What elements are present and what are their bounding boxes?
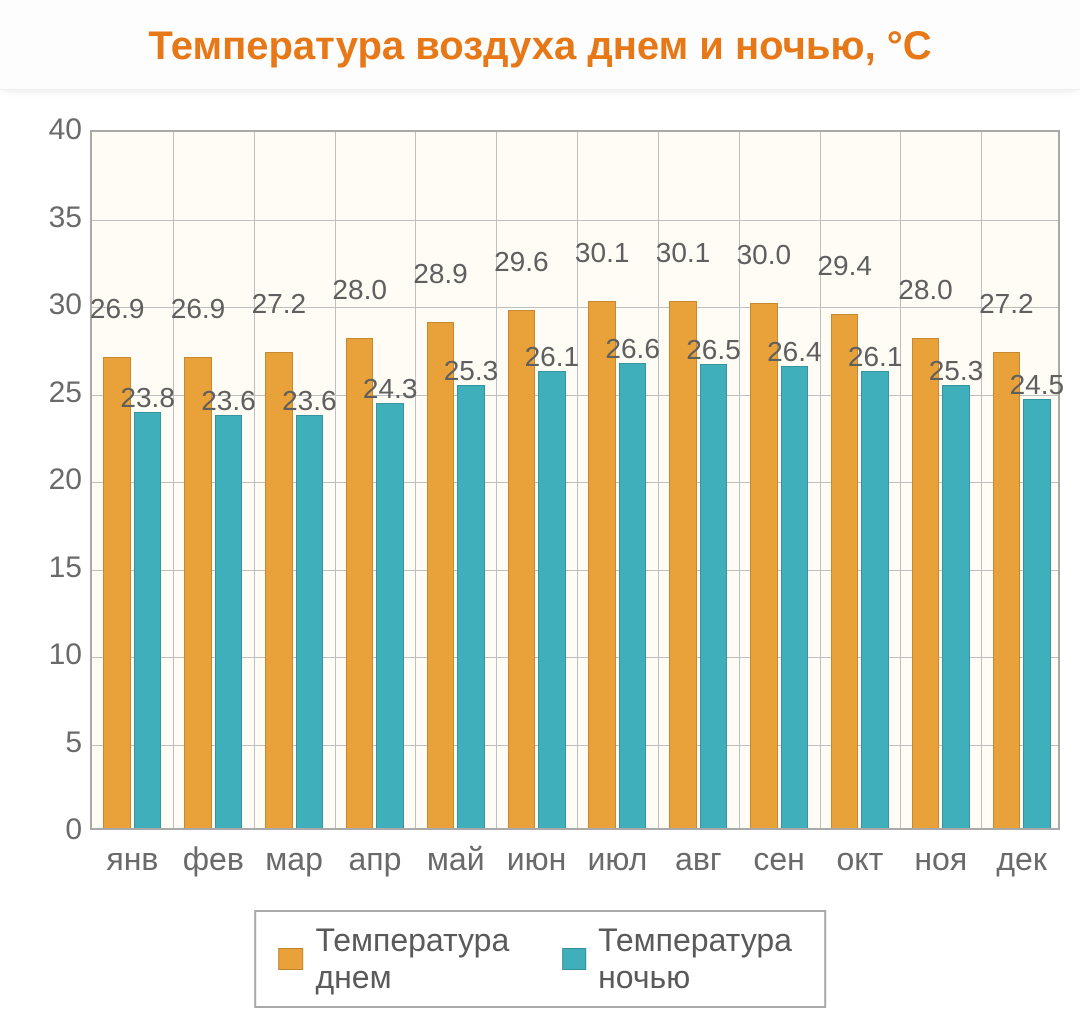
value-label-night: 23.6 (282, 385, 337, 417)
value-label-day: 29.4 (817, 250, 872, 282)
value-label-night: 26.1 (848, 341, 903, 373)
value-label-day: 27.2 (979, 288, 1034, 320)
bar-night (700, 364, 727, 828)
legend-swatch-day (278, 948, 303, 970)
bar-night (619, 363, 646, 829)
y-tick-label: 5 (20, 726, 82, 760)
bar-day (912, 338, 939, 828)
x-tick-label: дек (996, 841, 1046, 878)
gridline-v (820, 132, 821, 828)
bar-day (265, 352, 292, 828)
x-tick-label: авг (675, 841, 721, 878)
bar-day (508, 310, 535, 828)
gridline-v (415, 132, 416, 828)
value-label-night: 23.6 (201, 385, 256, 417)
bar-night (376, 403, 403, 828)
title-bar: Температура воздуха днем и ночью, °C (0, 0, 1080, 90)
value-label-night: 23.8 (120, 382, 175, 414)
bar-day (184, 357, 211, 828)
chart-area: 0510152025303540 янв26.923.8фев26.923.6м… (20, 130, 1060, 870)
bar-night (215, 415, 242, 828)
bar-day (588, 301, 615, 828)
y-tick-label: 15 (20, 551, 82, 585)
x-tick-label: ноя (914, 841, 967, 878)
x-tick-label: сен (753, 841, 804, 878)
value-label-day: 30.1 (575, 237, 630, 269)
bar-day (750, 303, 777, 828)
gridline-v (739, 132, 740, 828)
legend-item-day: Температура днем (278, 922, 518, 996)
value-label-night: 24.5 (1010, 369, 1065, 401)
bar-night (296, 415, 323, 828)
value-label-day: 27.2 (252, 288, 307, 320)
y-tick-label: 10 (20, 638, 82, 672)
value-label-night: 24.3 (363, 373, 418, 405)
gridline-v (981, 132, 982, 828)
x-tick-label: мар (265, 841, 323, 878)
value-label-night: 26.4 (767, 336, 822, 368)
bar-day (993, 352, 1020, 828)
x-tick-label: май (427, 841, 485, 878)
y-tick-label: 25 (20, 376, 82, 410)
bar-day (346, 338, 373, 828)
y-tick-label: 40 (20, 113, 82, 147)
legend: Температура днем Температура ночью (254, 910, 826, 1008)
value-label-night: 26.1 (525, 341, 580, 373)
legend-item-night: Температура ночью (562, 922, 802, 996)
legend-label-day: Температура днем (315, 922, 518, 996)
gridline-v (254, 132, 255, 828)
gridline-h (92, 220, 1058, 221)
value-label-day: 28.9 (413, 258, 468, 290)
value-label-day: 28.0 (332, 274, 387, 306)
bar-day (831, 314, 858, 829)
x-tick-label: июн (507, 841, 567, 878)
bar-day (427, 322, 454, 828)
value-label-day: 26.9 (90, 293, 145, 325)
y-tick-label: 30 (20, 288, 82, 322)
value-label-day: 30.0 (737, 239, 792, 271)
gridline-h (92, 307, 1058, 308)
value-label-night: 25.3 (929, 355, 984, 387)
plot-region: янв26.923.8фев26.923.6мар27.223.6апр28.0… (90, 130, 1060, 830)
bar-night (1023, 399, 1050, 828)
x-tick-label: апр (348, 841, 401, 878)
bar-night (861, 371, 888, 828)
chart-title: Температура воздуха днем и ночью, °C (148, 24, 931, 68)
legend-swatch-night (562, 948, 586, 970)
x-tick-label: фев (183, 841, 244, 878)
x-tick-label: окт (837, 841, 884, 878)
value-label-day: 30.1 (656, 237, 711, 269)
bar-night (781, 366, 808, 828)
bar-night (457, 385, 484, 828)
x-tick-label: июл (587, 841, 647, 878)
gridline-v (900, 132, 901, 828)
chart-container: Температура воздуха днем и ночью, °C 0 5 1… (0, 0, 1080, 1034)
value-label-day: 28.0 (898, 274, 953, 306)
value-label-night: 25.3 (444, 355, 499, 387)
legend-label-night: Температура ночью (598, 922, 802, 996)
gridline-v (335, 132, 336, 828)
gridline-v (496, 132, 497, 828)
gridline-v (173, 132, 174, 828)
y-tick-label: 35 (20, 201, 82, 235)
value-label-night: 26.5 (686, 334, 741, 366)
bar-night (134, 412, 161, 829)
value-label-night: 26.6 (605, 333, 660, 365)
bar-day (103, 357, 130, 828)
value-label-day: 29.6 (494, 246, 549, 278)
y-tick-label: 0 (20, 813, 82, 847)
bar-day (669, 301, 696, 828)
bar-night (538, 371, 565, 828)
bar-night (942, 385, 969, 828)
y-tick-label: 20 (20, 463, 82, 497)
value-label-day: 26.9 (171, 293, 226, 325)
x-tick-label: янв (106, 841, 158, 878)
